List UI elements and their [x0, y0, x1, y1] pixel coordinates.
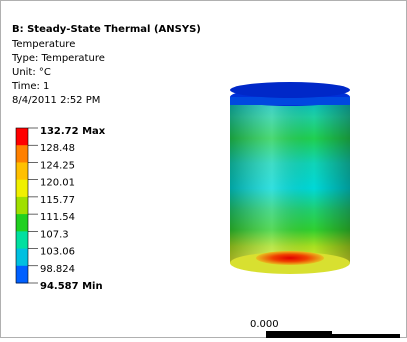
page: {"header": {"title": "B: Steady-State Th…: [0, 0, 407, 338]
scale-bar-half: [332, 331, 400, 334]
legend-label: 111.54: [40, 212, 75, 223]
cylinder-shade: [230, 97, 350, 263]
legend-band: [16, 128, 28, 146]
top-cap: [230, 82, 350, 98]
legend-label: 107.3: [40, 229, 69, 240]
info-line: Time: 1: [11, 81, 49, 92]
legend-label: 98.824: [40, 264, 75, 275]
legend-label: 132.72 Max: [40, 126, 106, 137]
legend-label: 124.25: [40, 160, 75, 171]
top-band: [230, 97, 350, 105]
legend-band: [16, 180, 28, 198]
legend-label: 128.48: [40, 143, 75, 154]
hot-spot: [256, 251, 324, 265]
info-line: Temperature: [11, 39, 75, 50]
info-line: Unit: °C: [12, 67, 51, 78]
info-line: 8/4/2011 2:52 PM: [12, 95, 100, 106]
legend-label: 103.06: [40, 247, 75, 258]
legend-band: [16, 145, 28, 163]
legend-band: [16, 231, 28, 249]
legend-band: [16, 197, 28, 215]
legend-label: 115.77: [40, 195, 75, 206]
title: B: Steady-State Thermal (ANSYS): [12, 24, 201, 35]
scale-label: 0.000: [250, 319, 279, 330]
legend-band: [16, 214, 28, 232]
legend-band: [16, 249, 28, 267]
model: [230, 82, 350, 274]
legend-label: 120.01: [40, 178, 75, 189]
legend-band: [16, 162, 28, 180]
viewport: B: Steady-State Thermal (ANSYS) Temperat…: [0, 0, 407, 338]
legend-band: [16, 266, 28, 284]
legend-label: 94.587 Min: [40, 281, 103, 292]
info-line: Type: Temperature: [11, 53, 105, 64]
